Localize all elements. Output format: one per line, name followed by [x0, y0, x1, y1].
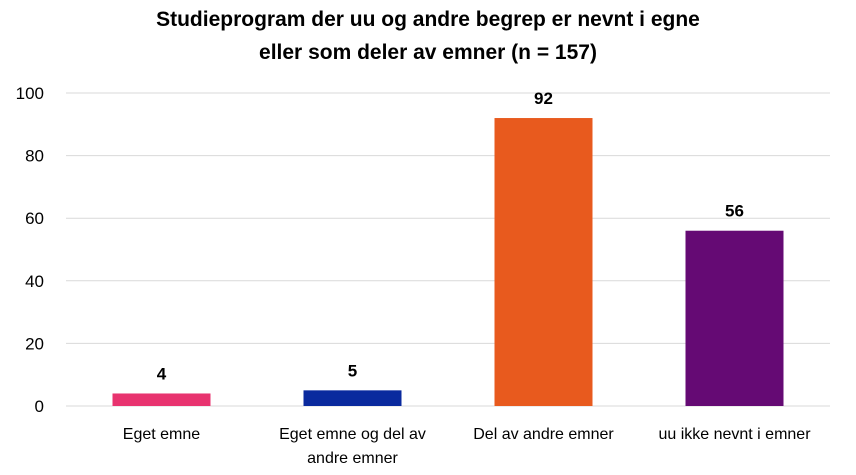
y-tick-label: 40 — [25, 272, 44, 291]
bar — [112, 393, 211, 406]
bar — [685, 230, 784, 406]
category-label: Eget emne og del av — [279, 426, 426, 443]
data-labels: 4 5 92 56 — [157, 89, 744, 383]
category-label: Eget emne — [123, 426, 200, 443]
y-tick-label: 0 — [35, 397, 44, 416]
chart-title-line: eller som deler av emner (n = 157) — [259, 41, 597, 64]
y-tick-label: 100 — [16, 84, 44, 103]
chart-title: Studieprogram der uu og andre begrep er … — [156, 8, 700, 64]
y-tick-label: 60 — [25, 209, 44, 228]
data-label: 56 — [725, 202, 744, 221]
bars — [112, 118, 784, 406]
data-label: 4 — [157, 364, 167, 383]
bar — [303, 390, 402, 406]
data-label: 92 — [534, 89, 553, 108]
category-label: Del av andre emner — [473, 426, 614, 443]
data-label: 5 — [348, 361, 357, 380]
category-label: andre emner — [307, 450, 398, 467]
chart-title-line: Studieprogram der uu og andre begrep er … — [156, 8, 700, 31]
y-axis-ticks: 0 20 40 60 80 100 — [16, 84, 44, 416]
x-axis-categories: Eget emne Eget emne og del av andre emner D… — [123, 426, 811, 467]
y-tick-label: 20 — [25, 334, 44, 353]
y-tick-label: 80 — [25, 147, 44, 166]
category-label: uu ikke nevnt i emner — [658, 426, 811, 443]
bar — [494, 118, 593, 406]
